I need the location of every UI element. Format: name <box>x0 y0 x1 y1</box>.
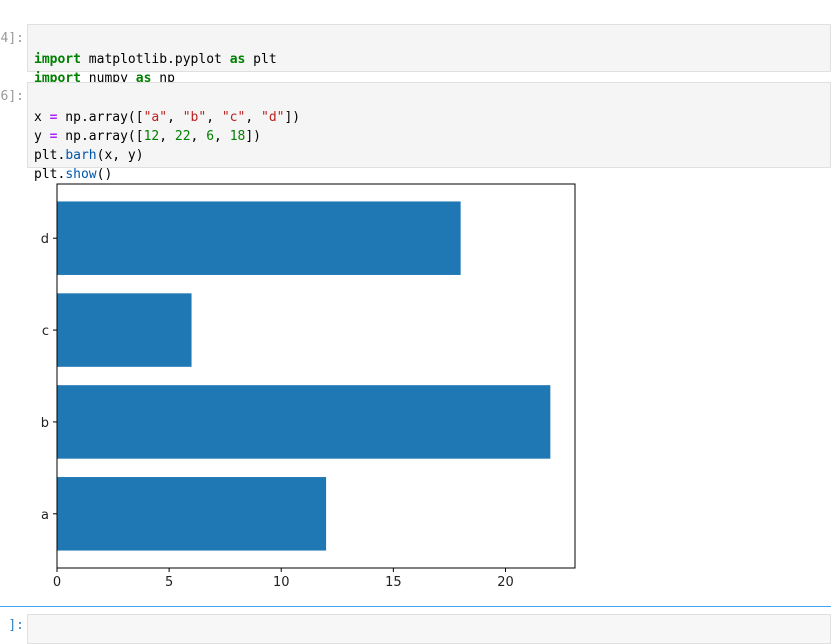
code-token: barh <box>65 148 97 163</box>
x-tick-label: 5 <box>165 575 173 590</box>
cell-prompt: ]: <box>8 618 24 633</box>
bar <box>57 201 461 275</box>
code-token: "b" <box>182 110 207 125</box>
code-cell[interactable]: x = np.array(["a", "b", "c", "d"]) y = np… <box>27 82 831 182</box>
chart: a b c d 0 5 10 15 20 <box>41 183 576 590</box>
code-token: , <box>206 110 222 125</box>
code-token: , <box>190 129 207 144</box>
code-token: ]) <box>245 129 261 144</box>
y-tick-label: b <box>41 416 49 431</box>
code-token: "a" <box>143 110 168 125</box>
code-token: plt <box>245 52 277 67</box>
code-token: matplotlib.pyplot <box>80 52 230 67</box>
y-tick-label: a <box>41 508 49 523</box>
code-token: y <box>34 129 50 144</box>
axes-frame <box>56 183 576 569</box>
code-token: 22 <box>174 129 191 144</box>
code-cell[interactable]: import matplotlib.pyplot as plt import nu… <box>27 24 831 86</box>
x-tick-label: 0 <box>53 575 61 590</box>
code-line: plt.barh(x, y) <box>34 146 824 165</box>
bar <box>57 293 192 367</box>
code-token: , <box>159 129 175 144</box>
selection-line <box>0 606 831 607</box>
code-token: plt. <box>34 167 66 182</box>
code-token: , <box>167 110 183 125</box>
code-token: show <box>65 167 97 182</box>
code-line: y = np.array([12, 22, 6, 18]) <box>34 127 824 146</box>
code-token: x <box>34 110 50 125</box>
code-token: , <box>245 110 261 125</box>
y-tick-label: d <box>41 232 49 247</box>
cell-prompt: 6]: <box>0 89 24 104</box>
code-token: plt. <box>34 148 66 163</box>
code-token: np.array([ <box>57 110 144 125</box>
code-token: as <box>229 52 246 67</box>
x-tick-label: 10 <box>273 575 290 590</box>
code-token: "c" <box>221 110 246 125</box>
code-token: 12 <box>143 129 160 144</box>
code-token: () <box>96 167 113 182</box>
bar <box>57 385 551 459</box>
code-token: 18 <box>229 129 246 144</box>
code-line: plt.show() <box>34 165 824 184</box>
code-cell[interactable] <box>27 614 831 644</box>
bar <box>57 477 327 551</box>
code-token: = <box>49 110 58 125</box>
code-token: = <box>49 129 58 144</box>
code-token: import <box>34 52 81 67</box>
code-token: "d" <box>261 110 285 125</box>
code-token: np.array([ <box>57 129 144 144</box>
cell-prompt: 4]: <box>0 31 24 46</box>
code-line: import matplotlib.pyplot as plt <box>34 50 824 69</box>
code-token: (x, y) <box>96 148 144 163</box>
y-tick-label: c <box>42 324 49 339</box>
code-token: ]) <box>284 110 301 125</box>
code-token: , <box>214 129 230 144</box>
code-token: 6 <box>206 129 215 144</box>
x-tick-label: 15 <box>385 575 402 590</box>
code-line: x = np.array(["a", "b", "c", "d"]) <box>34 108 824 127</box>
x-tick-label: 20 <box>497 575 514 590</box>
